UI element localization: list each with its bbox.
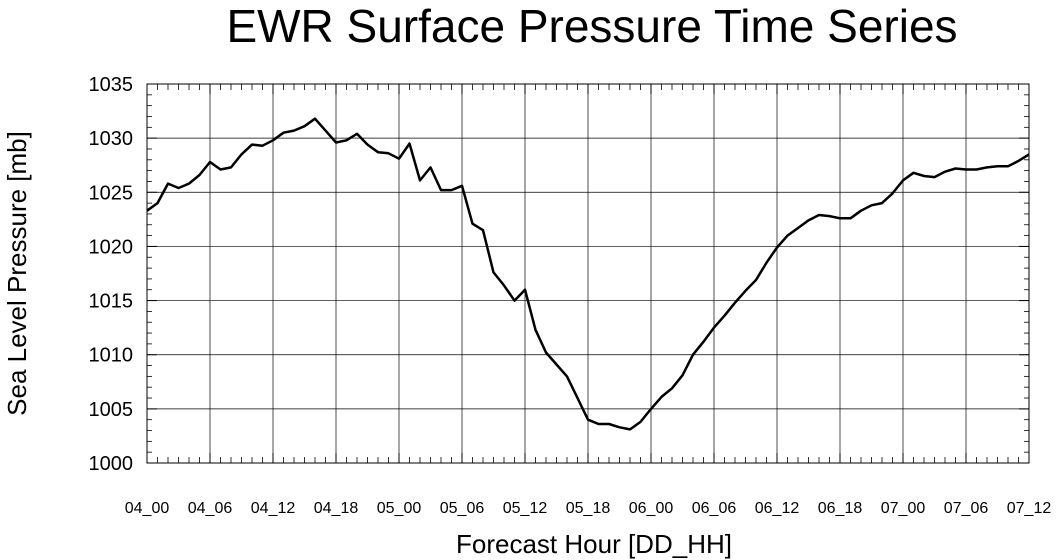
y-tick-label: 1015: [89, 291, 134, 313]
y-tick-label: 1000: [89, 453, 134, 475]
x-tick-label: 04_12: [251, 500, 296, 517]
x-tick-label: 04_00: [125, 500, 170, 517]
pressure-series-line: [146, 117, 1030, 431]
x-tick-label: 07_06: [944, 500, 989, 517]
x-tick-labels: 04_00 04_06 04_12 04_18 05_00 05_06 05_12 05_18…: [125, 500, 1052, 517]
x-tick-label: 05_00: [377, 500, 422, 517]
x-axis-title: Forecast Hour [DD_HH]: [456, 529, 732, 559]
y-tick-label: 1020: [89, 236, 134, 258]
y-tick-label: 1035: [89, 74, 134, 96]
y-tick-label: 1010: [89, 345, 134, 367]
minor-ticks: [147, 84, 1029, 463]
y-tick-label: 1005: [89, 399, 134, 421]
x-tick-label: 04_18: [314, 500, 359, 517]
x-tick-label: 06_00: [629, 500, 674, 517]
y-axis-title: Sea Level Pressure [mb]: [2, 131, 32, 416]
y-tick-labels: 1000 1005 1010 1015 1020 1025 1030 1035: [89, 74, 134, 475]
x-tick-label: 05_12: [503, 500, 548, 517]
x-tick-label: 05_06: [440, 500, 485, 517]
x-tick-label: 07_12: [1007, 500, 1052, 517]
x-tick-label: 06_18: [818, 500, 863, 517]
x-tick-label: 06_06: [692, 500, 737, 517]
major-ticks: [146, 83, 1030, 464]
grid-lines: [146, 83, 1030, 464]
chart-title: EWR Surface Pressure Time Series: [226, 0, 958, 52]
y-tick-label: 1030: [89, 128, 134, 150]
x-tick-label: 07_00: [881, 500, 926, 517]
x-tick-label: 05_18: [566, 500, 611, 517]
x-tick-label: 06_12: [755, 500, 800, 517]
plot-frame: [146, 83, 1030, 464]
x-tick-label: 04_06: [188, 500, 233, 517]
y-tick-label: 1025: [89, 182, 134, 204]
